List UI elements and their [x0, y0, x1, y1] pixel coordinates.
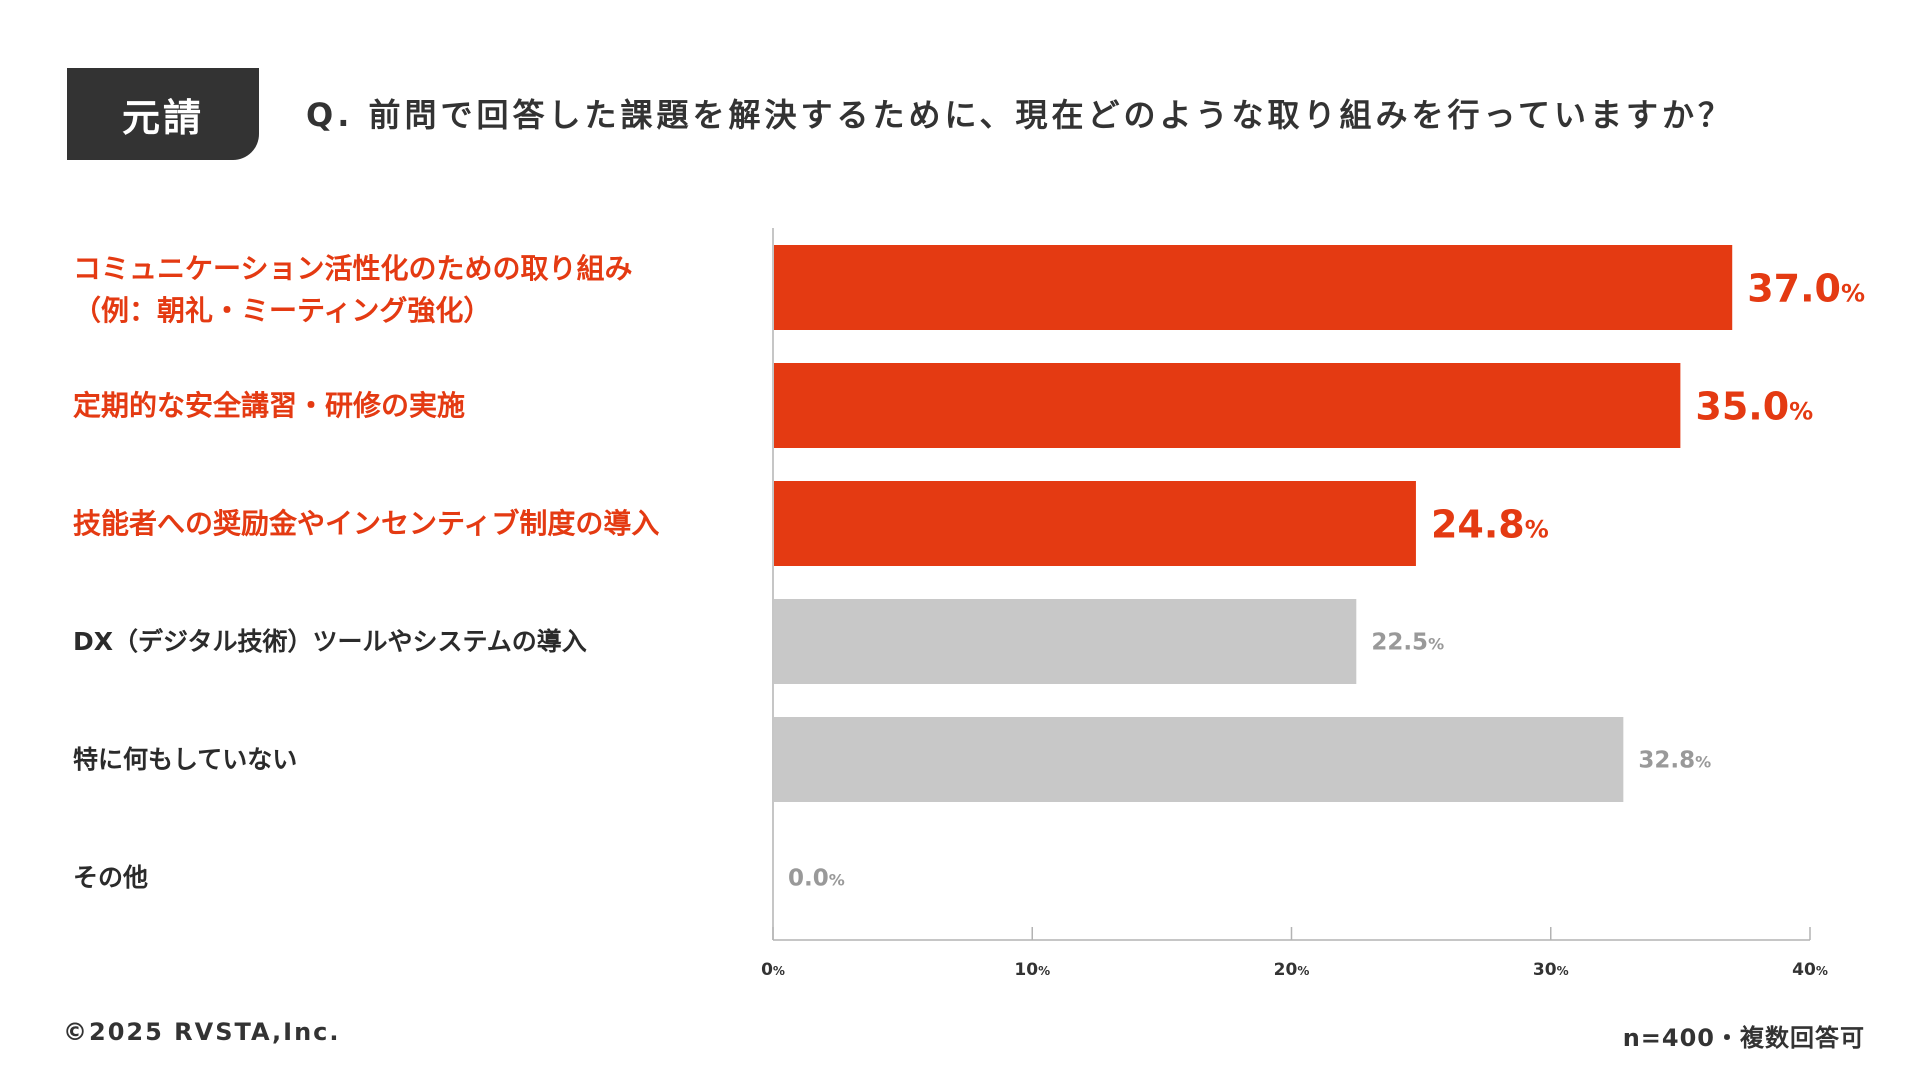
x-tick-label-3: 30% — [1533, 960, 1569, 980]
bar-chart: 0% 10% 20% 30% 40% 37.0% 35.0% 24.8% 22.5% 32.8% 0… — [761, 228, 1865, 980]
category-label-5: その他 — [73, 858, 148, 898]
category-label-3-line-1: DX（デジタル技術）ツールやシステムの導入 — [73, 627, 587, 656]
category-label-2-line-1: 技能者への奨励金やインセンティブ制度の導入 — [73, 507, 660, 540]
value-label-0: 37.0% — [1747, 267, 1865, 311]
category-label-0-line-1: コミュニケーション活性化のための取り組み — [73, 252, 633, 285]
bar-4 — [774, 717, 1624, 802]
value-label-3: 22.5% — [1371, 630, 1444, 656]
copyright: ©2025 RVSTA,Inc. — [63, 1018, 341, 1046]
value-label-4: 32.8% — [1638, 748, 1711, 774]
x-tick-label-0: 0% — [761, 960, 785, 980]
value-label-5: 0.0% — [788, 866, 845, 892]
category-label-2: 技能者への奨励金やインセンティブ制度の導入 — [73, 503, 659, 545]
bar-2 — [774, 481, 1416, 566]
category-label-4-line-1: 特に何もしていない — [73, 745, 298, 774]
category-label-1-line-1: 定期的な安全講習・研修の実施 — [73, 389, 466, 422]
x-tick-label-4: 40% — [1792, 960, 1828, 980]
x-tick-label-2: 20% — [1274, 960, 1310, 980]
bar-3 — [774, 599, 1357, 684]
value-label-2: 24.8% — [1431, 503, 1549, 547]
category-tag: 元請 — [67, 68, 259, 160]
category-label-0-line-2: （例：朝礼・ミーティング強化） — [73, 294, 492, 327]
value-label-1: 35.0% — [1695, 385, 1813, 429]
category-label-0: コミュニケーション活性化のための取り組み （例：朝礼・ミーティング強化） — [73, 248, 632, 332]
category-label-1: 定期的な安全講習・研修の実施 — [73, 385, 465, 427]
category-label-3: DX（デジタル技術）ツールやシステムの導入 — [73, 622, 587, 662]
category-label-4: 特に何もしていない — [73, 740, 297, 780]
bar-1 — [774, 363, 1681, 448]
question-title: Q. 前問で回答した課題を解決するために、現在どのような取り組みを行っていますか… — [306, 96, 1734, 134]
category-label-5-line-1: その他 — [73, 863, 149, 892]
sample-note: n=400・複数回答可 — [1622, 1024, 1865, 1052]
x-tick-label-1: 10% — [1014, 960, 1050, 980]
bar-0 — [774, 245, 1733, 330]
